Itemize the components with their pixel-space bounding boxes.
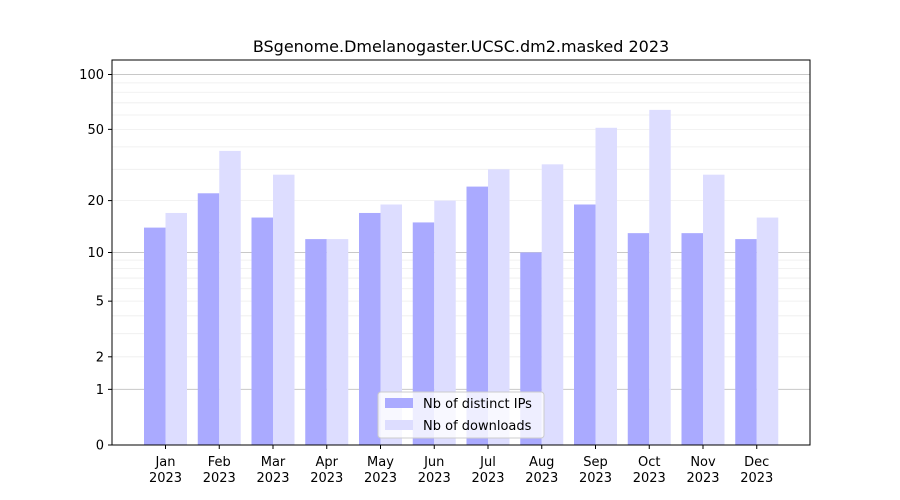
legend-swatch-distinct-ips: [385, 398, 413, 408]
x-tick-label-year: 2023: [203, 471, 236, 486]
y-tick-label: 0: [96, 439, 104, 454]
bar-distinct-ips: [627, 233, 650, 445]
bar-distinct-ips: [466, 186, 488, 445]
x-tick-label-year: 2023: [633, 471, 666, 486]
x-tick-label-year: 2023: [364, 471, 397, 486]
x-tick-label: Jun: [423, 455, 444, 470]
legend-label-distinct-ips: Nb of distinct IPs: [423, 397, 532, 412]
y-tick-label: 20: [87, 194, 104, 209]
x-tick-label: Apr: [316, 455, 339, 470]
bar-distinct-ips: [681, 233, 703, 445]
x-tick-label: Mar: [261, 455, 286, 470]
y-tick-label: 2: [96, 350, 104, 365]
bar-distinct-ips: [735, 239, 757, 445]
chart-title: BSgenome.Dmelanogaster.UCSC.dm2.masked 2…: [253, 37, 669, 56]
x-tick-label-year: 2023: [471, 471, 504, 486]
x-tick-label-year: 2023: [256, 471, 289, 486]
y-axis: 0 1 2 5 10 20 50 100: [79, 68, 112, 454]
x-tick-label-year: 2023: [418, 471, 451, 486]
bar-distinct-ips: [144, 227, 166, 445]
y-tick-label: 1: [96, 383, 104, 398]
y-tick-label: 10: [87, 246, 104, 261]
bar-downloads: [756, 217, 779, 445]
x-tick-label: Dec: [744, 455, 769, 470]
bar-downloads: [273, 174, 295, 446]
y-tick-label: 5: [96, 295, 104, 310]
bar-downloads: [649, 109, 671, 445]
x-axis: Jan2023Feb2023Mar2023Apr2023May2023Jun20…: [149, 445, 773, 486]
x-tick-label: Nov: [690, 455, 716, 470]
bar-distinct-ips: [305, 239, 327, 445]
x-tick-label: Oct: [638, 455, 660, 470]
bar-distinct-ips: [359, 212, 381, 445]
bar-distinct-ips: [412, 222, 435, 445]
x-tick-label: May: [367, 455, 394, 470]
bar-downloads: [703, 174, 725, 446]
x-tick-label: Sep: [583, 455, 608, 470]
x-tick-label: Jan: [154, 455, 175, 470]
bar-downloads: [219, 150, 241, 445]
bar-downloads: [165, 212, 187, 445]
bar-downloads: [595, 127, 617, 446]
legend: Nb of distinct IPs Nb of downloads: [377, 391, 545, 439]
bar-distinct-ips: [251, 217, 273, 445]
bar-downloads: [326, 239, 349, 445]
x-tick-label: Feb: [208, 455, 231, 470]
bar-downloads: [380, 204, 402, 445]
y-tick-label: 50: [87, 123, 104, 138]
bar-distinct-ips: [574, 204, 596, 445]
bar-downloads: [434, 200, 456, 445]
x-tick-label-year: 2023: [149, 471, 182, 486]
x-tick-label-year: 2023: [310, 471, 343, 486]
legend-box: [377, 391, 545, 439]
x-tick-label-year: 2023: [579, 471, 612, 486]
x-tick-label: Aug: [529, 455, 554, 470]
bar-downloads: [541, 164, 564, 445]
bar-downloads: [488, 169, 510, 445]
legend-label-downloads: Nb of downloads: [423, 419, 532, 434]
legend-swatch-downloads: [385, 420, 413, 430]
x-tick-label: Jul: [479, 455, 496, 470]
bars: [144, 109, 779, 446]
x-tick-label-year: 2023: [686, 471, 719, 486]
y-tick-label: 100: [79, 68, 104, 83]
bar-distinct-ips: [197, 193, 220, 445]
x-tick-label-year: 2023: [740, 471, 773, 486]
x-tick-label-year: 2023: [525, 471, 558, 486]
